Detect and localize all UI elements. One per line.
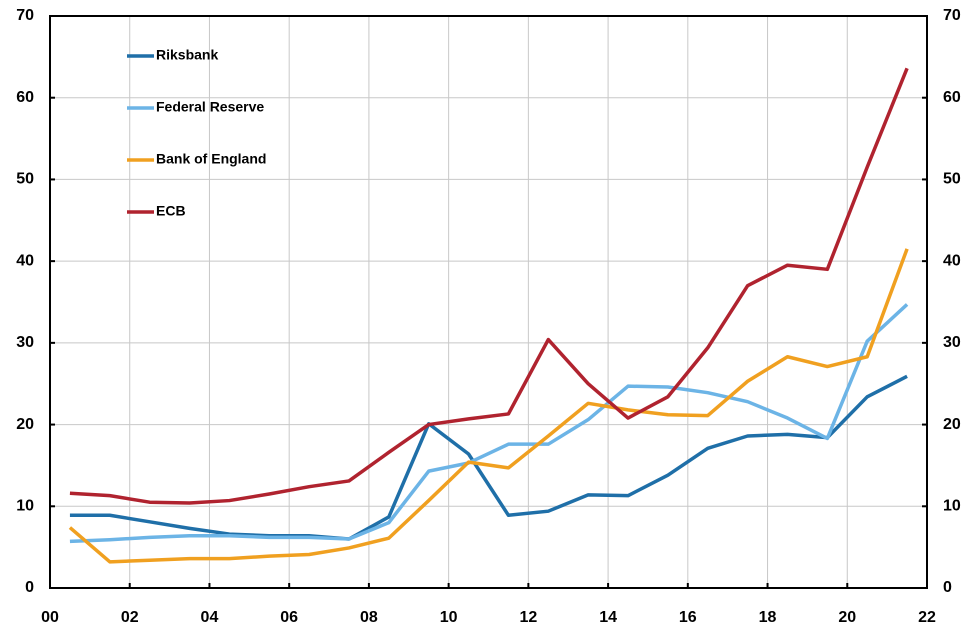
legend-label: Riksbank	[156, 47, 218, 63]
y2-tick-label: 30	[943, 334, 961, 351]
x-tick-label: 00	[41, 609, 59, 626]
legend: Riksbank Federal Reserve Bank of England EC…	[127, 47, 266, 219]
y2-tick-label: 40	[943, 252, 961, 269]
x-tick-label: 18	[759, 609, 777, 626]
y2-tick-label: 70	[943, 7, 961, 24]
series-line	[68, 248, 909, 564]
series-line	[69, 374, 908, 541]
series-line	[69, 67, 909, 505]
y-tick-label: 30	[16, 334, 34, 351]
x-tick-label: 22	[918, 609, 936, 626]
x-tick-label: 08	[360, 609, 378, 626]
y-tick-label: 0	[25, 579, 34, 596]
x-tick-label: 02	[121, 609, 139, 626]
y-tick-label: 70	[16, 7, 34, 24]
y2-tick-label: 10	[943, 498, 961, 515]
y-tick-label: 10	[16, 498, 34, 515]
y2-tick-label: 60	[943, 89, 961, 106]
x-tick-label: 12	[519, 609, 537, 626]
x-tick-label: 06	[280, 609, 298, 626]
y-tick-label: 60	[16, 89, 34, 106]
legend-label: Federal Reserve	[156, 99, 264, 115]
x-tick-label: 16	[679, 609, 697, 626]
y-tick-label: 40	[16, 252, 34, 269]
y2-tick-label: 20	[943, 416, 961, 433]
y2-tick-label: 50	[943, 171, 961, 188]
y-tick-label: 50	[16, 171, 34, 188]
y-tick-label: 20	[16, 416, 34, 433]
plot-frame	[49, 15, 928, 589]
x-tick-label: 20	[838, 609, 856, 626]
legend-label: ECB	[156, 203, 186, 219]
x-tick-label: 10	[440, 609, 458, 626]
x-tick-label: 04	[201, 609, 219, 626]
series-line	[69, 303, 909, 544]
legend-label: Bank of England	[156, 151, 266, 167]
x-tick-label: 14	[599, 609, 617, 626]
y2-tick-label: 0	[943, 579, 952, 596]
